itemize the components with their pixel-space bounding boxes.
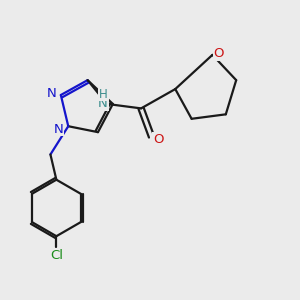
Text: N: N [98, 98, 108, 110]
Text: O: O [214, 47, 224, 60]
Text: N: N [46, 87, 56, 100]
Text: O: O [153, 133, 163, 146]
Text: N: N [54, 123, 64, 136]
Text: Cl: Cl [50, 249, 63, 262]
Text: H: H [99, 88, 107, 100]
